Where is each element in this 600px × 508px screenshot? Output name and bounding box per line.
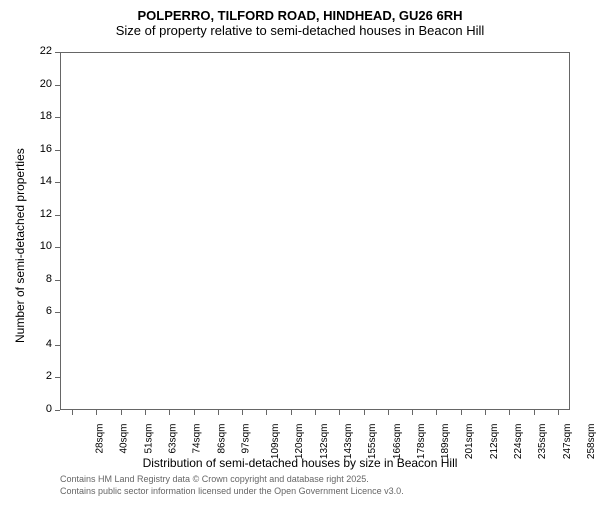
y-axis-label: Number of semi-detached properties [13,123,27,343]
y-tick-label: 20 [28,78,52,90]
y-tick-label: 12 [28,208,52,220]
x-tick-label: 109sqm [270,424,281,460]
x-tick-label: 63sqm [168,424,179,454]
x-tick-label: 258sqm [586,424,597,460]
x-tick-label: 201sqm [465,424,476,460]
y-tick [55,410,60,411]
x-tick [72,410,73,415]
y-tick-label: 10 [28,240,52,252]
x-tick-label: 247sqm [562,424,573,460]
x-tick-label: 40sqm [119,424,130,454]
y-tick-label: 6 [28,305,52,317]
x-tick [461,410,462,415]
chart-title-line2: Size of property relative to semi-detach… [0,23,600,38]
x-tick [218,410,219,415]
x-tick [96,410,97,415]
y-tick-label: 4 [28,338,52,350]
x-tick-label: 178sqm [416,424,427,460]
x-tick [485,410,486,415]
x-tick [534,410,535,415]
x-tick-label: 224sqm [513,424,524,460]
x-tick-label: 97sqm [240,424,251,454]
y-tick-label: 14 [28,175,52,187]
x-tick [388,410,389,415]
x-tick [145,410,146,415]
x-tick-label: 86sqm [216,424,227,454]
y-tick-label: 0 [28,403,52,415]
x-tick [194,410,195,415]
x-tick [315,410,316,415]
y-tick-label: 2 [28,370,52,382]
x-tick-label: 166sqm [392,424,403,460]
footer-text: Contains HM Land Registry data © Crown c… [60,474,404,497]
x-tick-label: 189sqm [440,424,451,460]
x-tick-label: 51sqm [143,424,154,454]
chart-title-line1: POLPERRO, TILFORD ROAD, HINDHEAD, GU26 6… [0,8,600,23]
x-tick-label: 120sqm [295,424,306,460]
footer-line-2: Contains public sector information licen… [60,486,404,498]
x-tick [291,410,292,415]
x-tick-label: 132sqm [319,424,330,460]
x-tick [558,410,559,415]
y-tick-label: 22 [28,45,52,57]
x-tick [339,410,340,415]
x-tick [242,410,243,415]
x-tick-label: 74sqm [192,424,203,454]
x-tick [436,410,437,415]
x-tick [121,410,122,415]
x-tick [509,410,510,415]
x-tick-label: 155sqm [367,424,378,460]
chart-container: POLPERRO, TILFORD ROAD, HINDHEAD, GU26 6… [0,8,600,508]
x-tick-label: 235sqm [537,424,548,460]
x-tick [412,410,413,415]
x-tick-label: 212sqm [489,424,500,460]
y-tick-label: 16 [28,143,52,155]
y-tick-label: 8 [28,273,52,285]
plot-area [60,52,570,410]
x-tick-label: 143sqm [343,424,354,460]
x-tick-label: 28sqm [95,424,106,454]
x-tick [364,410,365,415]
y-tick-label: 18 [28,110,52,122]
x-tick [169,410,170,415]
footer-line-1: Contains HM Land Registry data © Crown c… [60,474,404,486]
x-tick [266,410,267,415]
